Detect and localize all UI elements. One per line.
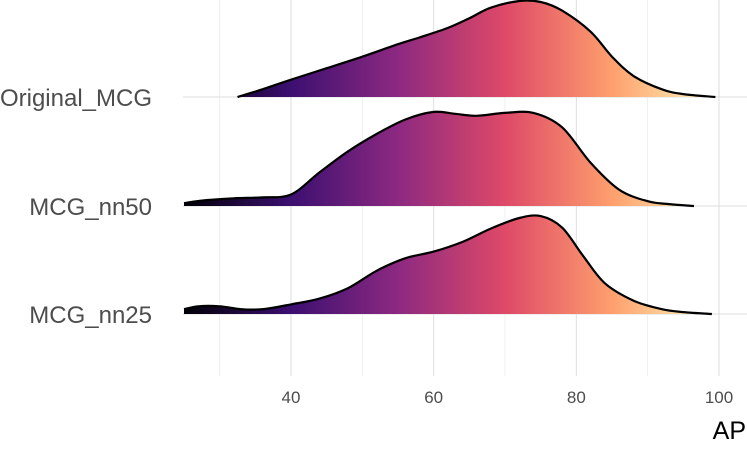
y-tick-label: MCG_nn25	[29, 302, 152, 329]
ridge-area	[237, 0, 716, 97]
y-tick-label: Original_MCG	[0, 85, 152, 112]
ridge-Original_MCG	[237, 0, 716, 99]
x-axis-title: AP	[713, 417, 746, 445]
x-tick-label: 40	[282, 388, 301, 407]
ridge-MCG_nn50	[183, 110, 695, 208]
ridge-area	[184, 111, 694, 206]
x-axis-labels: 40 60 80 100	[282, 388, 734, 407]
y-axis-labels: Original_MCG MCG_nn50 MCG_nn25	[0, 85, 152, 329]
ridge-area	[184, 215, 712, 314]
x-tick-label: 60	[424, 388, 443, 407]
ridge-outline	[183, 214, 712, 316]
density-ridges	[183, 0, 716, 316]
ridge-outline	[237, 0, 716, 99]
ridge-MCG_nn25	[183, 214, 712, 316]
y-tick-label: MCG_nn50	[29, 194, 152, 221]
ridge-outline	[183, 110, 695, 208]
x-tick-label: 80	[567, 388, 586, 407]
x-tick-label: 100	[705, 388, 733, 407]
